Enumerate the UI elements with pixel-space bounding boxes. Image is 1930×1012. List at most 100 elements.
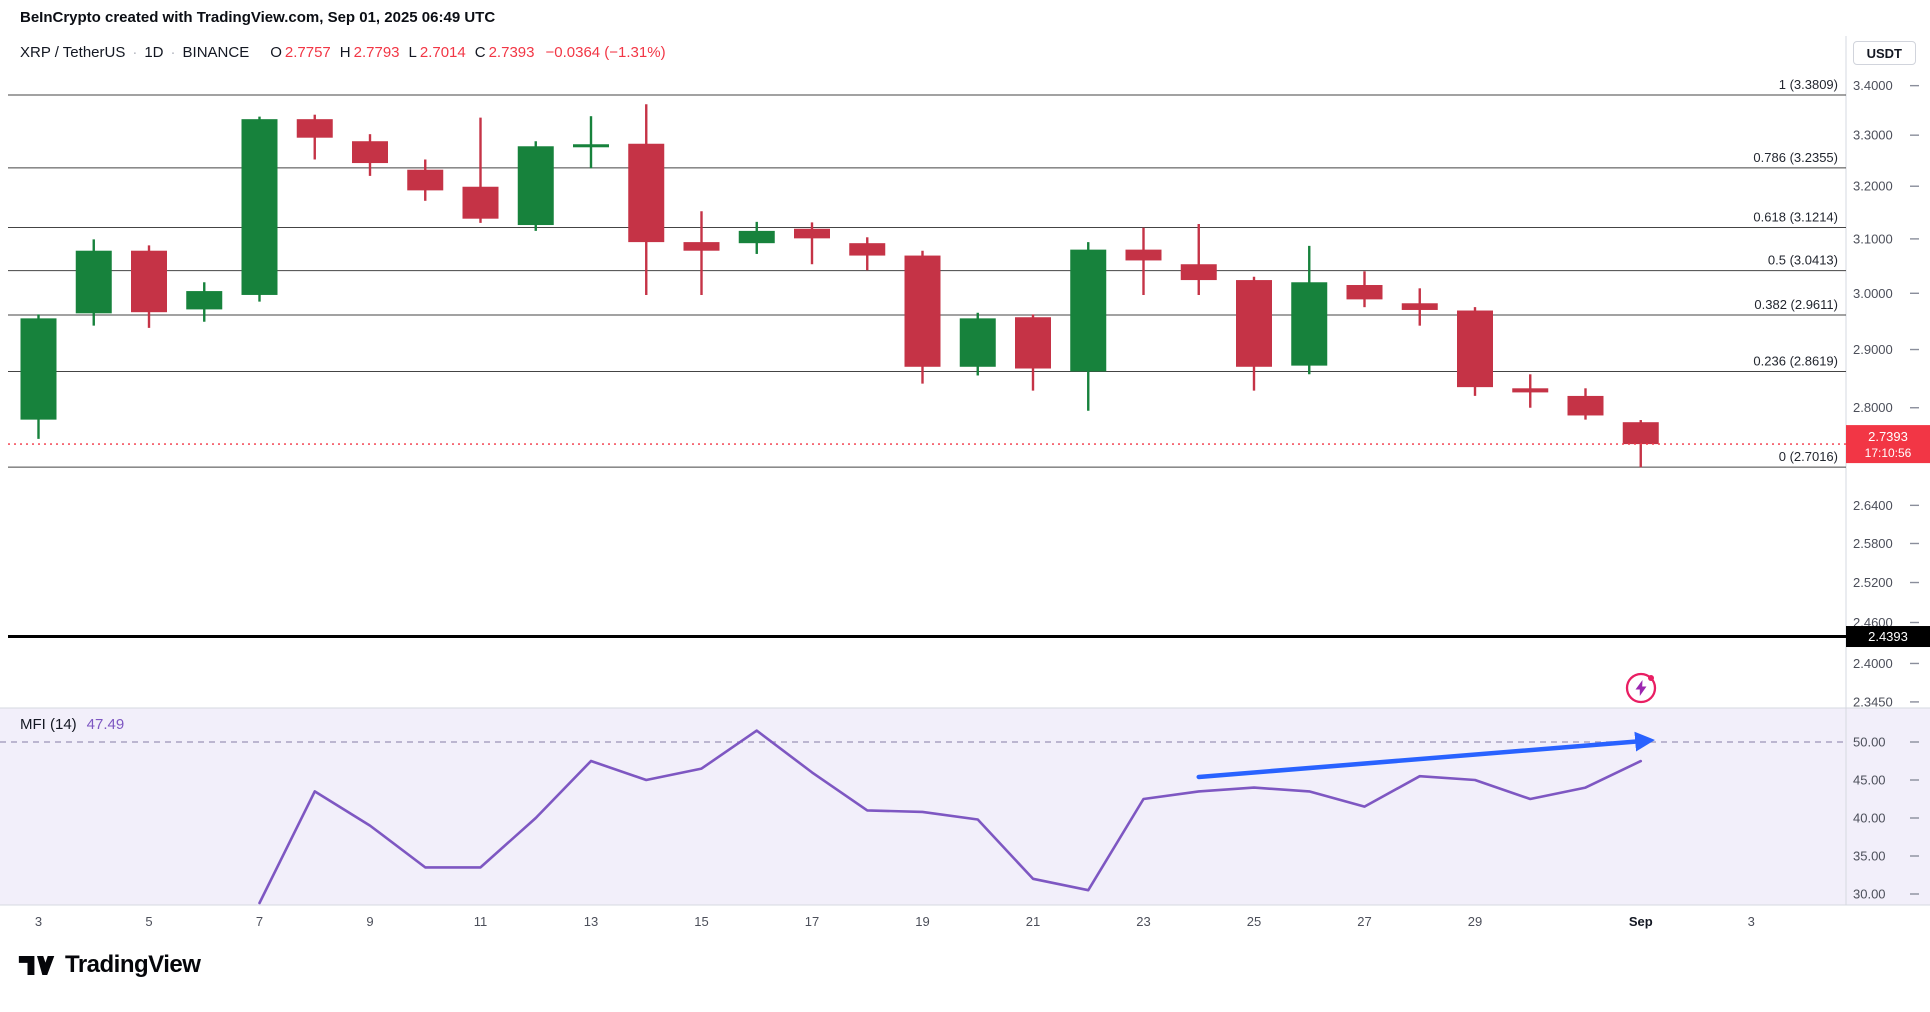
mfi-tick-label: 30.00 xyxy=(1853,887,1886,902)
candle-body xyxy=(904,255,941,367)
candle-body xyxy=(794,228,830,239)
fib-level-label: 0 (2.7016) xyxy=(1779,449,1838,464)
candle-body xyxy=(352,141,388,164)
flash-icon[interactable] xyxy=(1625,672,1657,704)
symbol-title[interactable]: XRP / TetherUS xyxy=(20,44,126,61)
fib-level-label: 0.236 (2.8619) xyxy=(1753,353,1838,368)
current-price-label xyxy=(1846,425,1930,464)
time-axis-label: 25 xyxy=(1247,914,1261,929)
symbol-legend: XRP / TetherUS · 1D · BINANCE O 2.7757 H… xyxy=(20,44,666,61)
candle-body xyxy=(20,318,57,420)
candle-body xyxy=(628,143,665,243)
time-axis-label: 3 xyxy=(1748,914,1755,929)
ohlc-readout: O 2.7757 H 2.7793 L 2.7014 C 2.7393 −0.0… xyxy=(264,44,665,61)
price-tick-label: 2.8000 xyxy=(1853,400,1893,415)
price-tick-label: 2.5200 xyxy=(1853,575,1893,590)
fib-level-label: 0.382 (2.9611) xyxy=(1754,297,1838,312)
candle-body xyxy=(407,169,444,191)
candle-body xyxy=(683,242,720,251)
tradingview-logo[interactable]: TradingView xyxy=(18,951,201,979)
mfi-tick-label: 40.00 xyxy=(1853,811,1886,826)
candle-body xyxy=(517,146,554,226)
candle-body xyxy=(1291,282,1328,366)
currency-toggle-button[interactable]: USDT xyxy=(1852,41,1916,65)
candle-body xyxy=(1346,285,1383,300)
candle-body xyxy=(462,186,499,219)
price-tick-label: 2.3450 xyxy=(1853,694,1893,709)
candle-body xyxy=(296,119,333,138)
time-axis-label: 19 xyxy=(915,914,929,929)
tradingview-wordmark: TradingView xyxy=(65,951,201,978)
exchange-label: BINANCE xyxy=(182,44,250,61)
time-axis-label: 15 xyxy=(694,914,708,929)
high-value: 2.7793 xyxy=(353,44,400,61)
candle-body xyxy=(738,230,775,244)
open-label: O xyxy=(270,44,282,61)
open-value: 2.7757 xyxy=(284,44,331,61)
change-value: −0.0364 (−1.31%) xyxy=(545,44,666,61)
candle-body xyxy=(1457,310,1493,388)
time-axis-label: 13 xyxy=(584,914,598,929)
fib-level-label: 0.618 (3.1214) xyxy=(1753,209,1838,224)
mfi-title: MFI (14) xyxy=(20,716,77,733)
mfi-pane-background xyxy=(0,708,1930,905)
candle-body xyxy=(1512,388,1549,393)
price-tick-label: 2.6400 xyxy=(1853,498,1893,513)
fib-level-label: 0.786 (3.2355) xyxy=(1753,150,1838,165)
candle-body xyxy=(849,243,886,256)
mfi-tick-label: 50.00 xyxy=(1853,735,1886,750)
candle-body xyxy=(573,144,609,148)
price-tick-label: 3.1000 xyxy=(1853,231,1893,246)
price-tick-label: 2.9000 xyxy=(1853,342,1893,357)
high-label: H xyxy=(339,44,351,61)
time-axis-label: 27 xyxy=(1357,914,1371,929)
level-price-label-text: 2.4393 xyxy=(1868,629,1908,644)
mfi-value: 47.49 xyxy=(86,716,125,733)
time-axis-label: 23 xyxy=(1136,914,1150,929)
trend-arrow-drawing[interactable] xyxy=(1196,731,1655,780)
price-tick-label: 2.4000 xyxy=(1853,656,1893,671)
fib-level-label: 0.5 (3.0413) xyxy=(1768,253,1838,268)
chart-caption: BeInCrypto created with TradingView.com,… xyxy=(20,9,496,26)
mfi-indicator-legend[interactable]: MFI (14) 47.49 xyxy=(20,716,124,733)
legend-separator: · xyxy=(132,44,138,61)
time-axis-label: 7 xyxy=(256,914,263,929)
current-price-label-text: 2.7393 xyxy=(1868,429,1908,444)
level-price-label xyxy=(1846,626,1930,648)
time-axis-label: 11 xyxy=(474,914,488,929)
candle-body xyxy=(1015,317,1051,369)
close-label: C xyxy=(474,44,486,61)
price-tick-label: 3.4000 xyxy=(1853,78,1893,93)
low-label: L xyxy=(408,44,417,61)
candlestick-series xyxy=(20,104,1659,468)
price-tick-label: 2.5800 xyxy=(1853,536,1893,551)
interval-label[interactable]: 1D xyxy=(144,44,164,61)
candle-body xyxy=(186,291,223,310)
candle-body xyxy=(959,318,996,367)
candle-body xyxy=(131,250,167,313)
candle-body xyxy=(1236,280,1272,367)
price-tick-label: 3.3000 xyxy=(1853,128,1893,143)
bar-countdown-text: 17:10:56 xyxy=(1865,446,1912,460)
fib-level-label: 1 (3.3809) xyxy=(1779,77,1838,92)
mfi-tick-label: 45.00 xyxy=(1853,773,1886,788)
time-axis-label: 21 xyxy=(1026,914,1040,929)
candle-body xyxy=(1125,249,1162,261)
candle-body xyxy=(1070,249,1107,372)
tradingview-logo-icon xyxy=(18,955,55,975)
price-tick-label: 3.0000 xyxy=(1853,286,1893,301)
candle-body xyxy=(75,250,112,314)
time-axis-label: Sep xyxy=(1629,914,1653,929)
low-value: 2.7014 xyxy=(419,44,466,61)
time-axis-label: 5 xyxy=(145,914,152,929)
time-axis-label: 9 xyxy=(366,914,373,929)
legend-separator: · xyxy=(170,44,176,61)
time-axis-label: 17 xyxy=(805,914,819,929)
time-axis-label: 3 xyxy=(35,914,42,929)
price-tick-label: 3.2000 xyxy=(1853,179,1893,194)
mfi-tick-label: 35.00 xyxy=(1853,849,1886,864)
candle-body xyxy=(1180,264,1217,281)
mfi-line-series xyxy=(258,729,1643,905)
